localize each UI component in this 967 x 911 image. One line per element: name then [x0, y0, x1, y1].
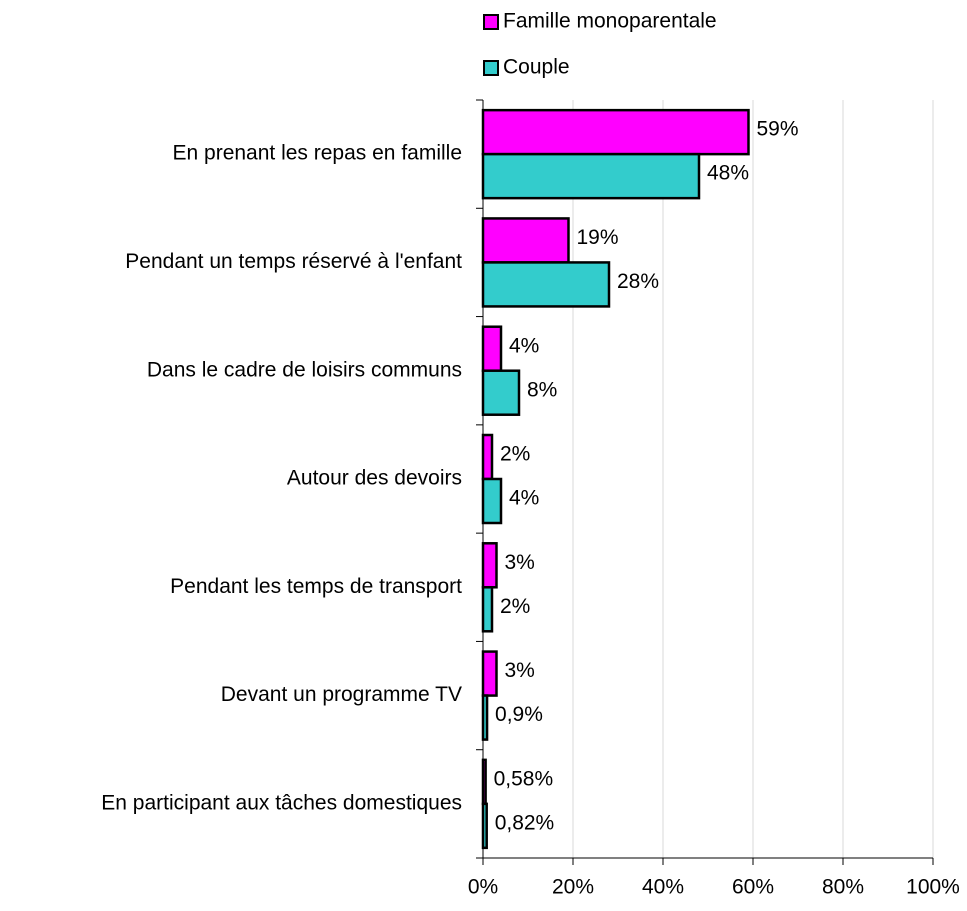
bar: [481, 694, 489, 741]
data-label: 2%: [500, 443, 530, 466]
data-label: 4%: [509, 487, 539, 510]
y-tick-label: Dans le cadre de loisirs communs: [147, 358, 462, 381]
data-label: 48%: [707, 162, 749, 185]
y-tick-label: En prenant les repas en famille: [173, 142, 463, 165]
legend-swatch: [483, 60, 499, 76]
data-label: 4%: [509, 334, 539, 357]
data-label: 0,9%: [495, 703, 543, 726]
data-label: 3%: [505, 659, 535, 682]
bar: [481, 477, 503, 525]
x-tick-label: 60%: [732, 876, 774, 899]
legend-label: Famille monoparentale: [503, 10, 717, 33]
y-tick-label: Pendant un temps réservé à l'enfant: [125, 250, 462, 273]
data-label: 28%: [617, 270, 659, 293]
x-tick-label: 80%: [822, 876, 864, 899]
bar: [481, 152, 701, 200]
data-label: 8%: [527, 378, 557, 401]
data-label: 59%: [757, 118, 799, 141]
x-tick-label: 40%: [642, 876, 684, 899]
bar: [481, 586, 494, 633]
legend-swatch: [483, 14, 499, 30]
bar: [481, 758, 487, 806]
y-tick-label: En participant aux tâches domestiques: [101, 791, 462, 814]
bar: [481, 325, 503, 372]
bar: [481, 261, 611, 308]
y-tick-label: Autour des devoirs: [287, 467, 462, 490]
x-tick-label: 0%: [468, 876, 498, 899]
bar: [481, 369, 521, 416]
bar: [481, 108, 750, 156]
x-tick-label: 100%: [906, 876, 960, 899]
bar: [481, 802, 488, 850]
data-label: 0,82%: [495, 811, 555, 834]
data-label: 19%: [577, 226, 619, 249]
x-tick-label: 20%: [552, 876, 594, 899]
bar: [481, 650, 498, 697]
bar: [481, 433, 494, 481]
bar: [481, 542, 498, 589]
data-label: 2%: [500, 595, 530, 618]
y-tick-label: Pendant les temps de transport: [170, 575, 462, 598]
data-label: 3%: [505, 551, 535, 574]
data-label: 0,58%: [494, 767, 554, 790]
legend-label: Couple: [503, 56, 570, 79]
bar: [481, 217, 570, 264]
y-tick-label: Devant un programme TV: [221, 683, 462, 706]
